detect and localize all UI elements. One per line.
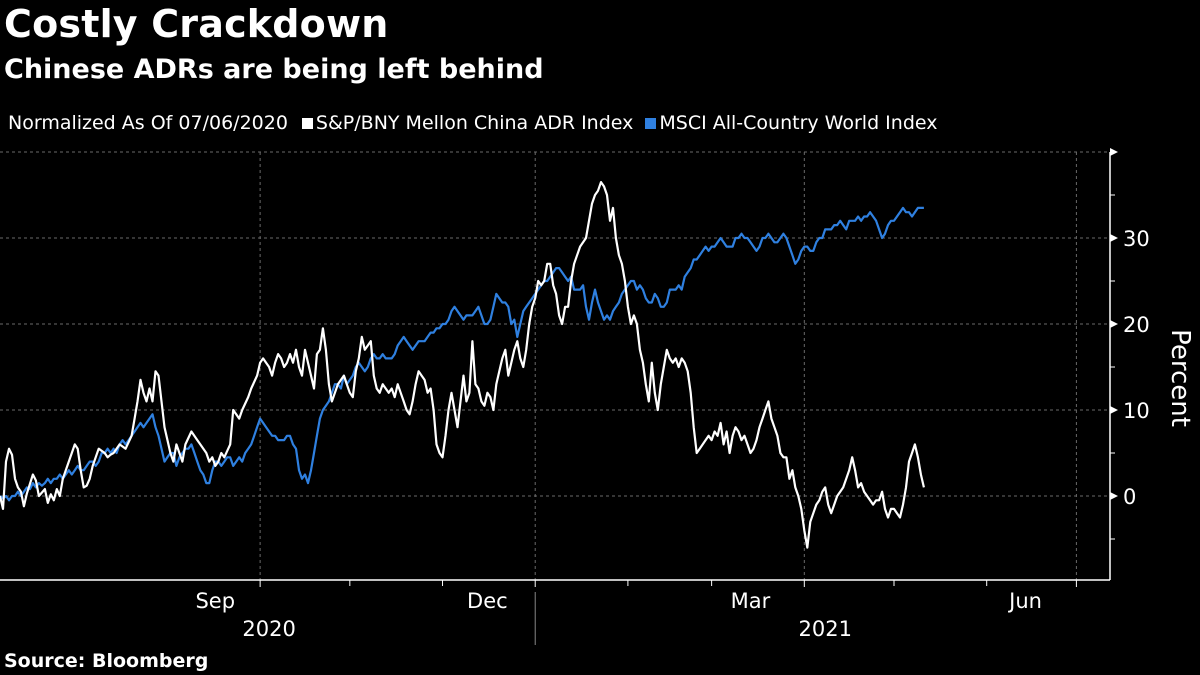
- legend-label-china-adr: S&P/BNY Mellon China ADR Index: [315, 112, 634, 134]
- legend-item-china-adr: S&P/BNY Mellon China ADR Index: [301, 112, 634, 134]
- x-year-label: 2021: [799, 617, 852, 641]
- legend-swatch-china-adr: [301, 117, 313, 129]
- x-year-label: 2020: [242, 617, 295, 641]
- y-tick-label: 0: [1123, 485, 1136, 509]
- legend: Normalized As Of 07/06/2020 S&P/BNY Mell…: [8, 112, 949, 134]
- axes: 0 10 20 30 Sep Dec Mar Jun 2020 2021: [0, 148, 1150, 645]
- x-tick-label: Jun: [1007, 589, 1042, 613]
- y-axis-label: Percent: [1165, 329, 1195, 427]
- normalization-note: Normalized As Of 07/06/2020: [8, 112, 288, 134]
- y-tick-label: 10: [1123, 399, 1150, 423]
- y-tick-marker: [1110, 492, 1118, 500]
- series-line-msci-acwi: [0, 206, 924, 502]
- y-tick-label: 30: [1123, 227, 1150, 251]
- y-tick-marker: [1110, 320, 1118, 328]
- x-tick-label: Dec: [467, 589, 508, 613]
- series-lines: [0, 181, 925, 549]
- y-tick-marker: [1110, 406, 1118, 414]
- legend-swatch-msci-acwi: [645, 117, 657, 129]
- source-note: Source: Bloomberg: [4, 650, 209, 672]
- chart-subtitle: Chinese ADRs are being left behind: [4, 54, 544, 85]
- series-line-china-adr: [0, 181, 925, 549]
- x-tick-label: Mar: [731, 589, 771, 613]
- x-tick-label: Sep: [195, 589, 235, 613]
- y-tick-marker: [1110, 148, 1118, 156]
- y-tick-marker: [1110, 234, 1118, 242]
- y-tick-label: 20: [1123, 313, 1150, 337]
- chart-title: Costly Crackdown: [4, 2, 389, 46]
- legend-label-msci-acwi: MSCI All-Country World Index: [659, 112, 938, 134]
- grid: [0, 151, 1110, 580]
- legend-item-msci-acwi: MSCI All-Country World Index: [645, 112, 937, 134]
